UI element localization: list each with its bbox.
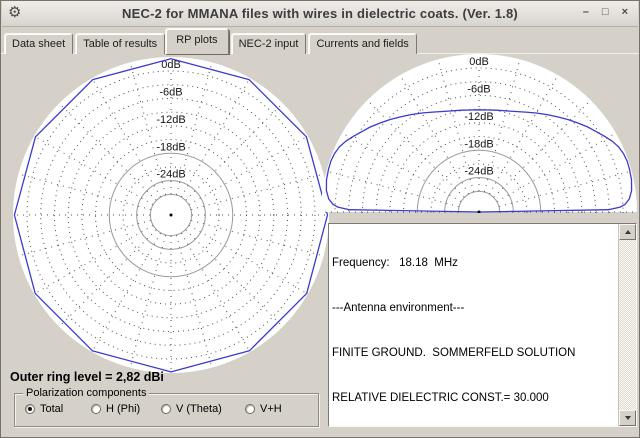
svg-text:-12dB: -12dB — [156, 114, 185, 126]
svg-text:-24dB: -24dB — [156, 169, 185, 181]
radio-h-phi[interactable]: H (Phi) — [91, 403, 161, 415]
result-line: FINITE GROUND. SOMMERFELD SOLUTION — [332, 347, 576, 359]
radio-label: V (Theta) — [176, 403, 222, 415]
svg-text:-12dB: -12dB — [464, 111, 493, 123]
radio-label: Total — [40, 403, 64, 415]
radio-label: H (Phi) — [106, 403, 141, 415]
gear-icon[interactable]: ⚙ — [8, 4, 22, 21]
radio-v-plus-h[interactable]: V+H — [245, 403, 282, 415]
tab-rp-plots[interactable]: RP plots — [165, 28, 229, 54]
result-line: RELATIVE DIELECTRIC CONST.= 30.000 — [332, 392, 549, 404]
radio-button-icon[interactable] — [91, 404, 101, 414]
svg-text:-6dB: -6dB — [467, 83, 490, 95]
tab-table-of-results[interactable]: Table of results — [75, 33, 166, 54]
window-title: NEC-2 for MMANA files with wires in diel… — [122, 6, 518, 21]
results-scrollbar[interactable] — [618, 224, 636, 426]
svg-text:0dB: 0dB — [161, 59, 181, 71]
tab-data-sheet[interactable]: Data sheet — [4, 33, 74, 54]
svg-text:-18dB: -18dB — [464, 138, 493, 150]
scroll-down-button[interactable] — [619, 410, 636, 426]
outer-ring-level-label: Outer ring level = 2,82 dBi — [10, 370, 164, 384]
svg-text:-18dB: -18dB — [156, 141, 185, 153]
tab-nec2-input[interactable]: NEC-2 input — [230, 33, 307, 54]
down-arrow-icon — [624, 416, 631, 420]
polarization-group-title: Polarization components — [23, 387, 150, 399]
polarization-groupbox: Polarization components Total H (Phi) V … — [14, 387, 319, 427]
svg-text:-6dB: -6dB — [159, 86, 182, 98]
radio-button-icon[interactable] — [245, 404, 255, 414]
azimuth-pattern-plot: 0dB -6dB -12dB -18dB -24dB — [13, 57, 329, 373]
radio-button-icon[interactable] — [161, 404, 171, 414]
polarization-options: Total H (Phi) V (Theta) V+H — [25, 403, 314, 415]
result-line: Frequency: 18.18 MHz — [332, 257, 458, 269]
minimize-icon[interactable]: – — [582, 6, 589, 18]
tab-strip: Data sheet Table of results RP plots NEC… — [4, 28, 419, 54]
radio-label: V+H — [260, 403, 282, 415]
up-arrow-icon — [624, 230, 631, 234]
window-controls: – □ × — [583, 6, 628, 18]
svg-text:-24dB: -24dB — [464, 166, 493, 178]
results-text-panel: Frequency: 18.18 MHz ---Antenna environm… — [328, 223, 637, 427]
scroll-up-button[interactable] — [619, 224, 636, 240]
results-lines: Frequency: 18.18 MHz ---Antenna environm… — [332, 226, 618, 424]
radio-button-icon[interactable] — [25, 404, 35, 414]
maximize-icon[interactable]: □ — [601, 6, 609, 18]
tab-currents-fields[interactable]: Currents and fields — [308, 33, 417, 54]
radio-v-theta[interactable]: V (Theta) — [161, 403, 245, 415]
radio-total[interactable]: Total — [25, 403, 91, 415]
svg-text:0dB: 0dB — [469, 56, 489, 68]
close-icon[interactable]: × — [621, 6, 628, 18]
result-line: ---Antenna environment--- — [332, 302, 465, 314]
elevation-pattern-plot: 0dB -6dB -12dB -18dB -24dB — [321, 54, 637, 213]
title-bar: ⚙ NEC-2 for MMANA files with wires in di… — [2, 1, 638, 27]
